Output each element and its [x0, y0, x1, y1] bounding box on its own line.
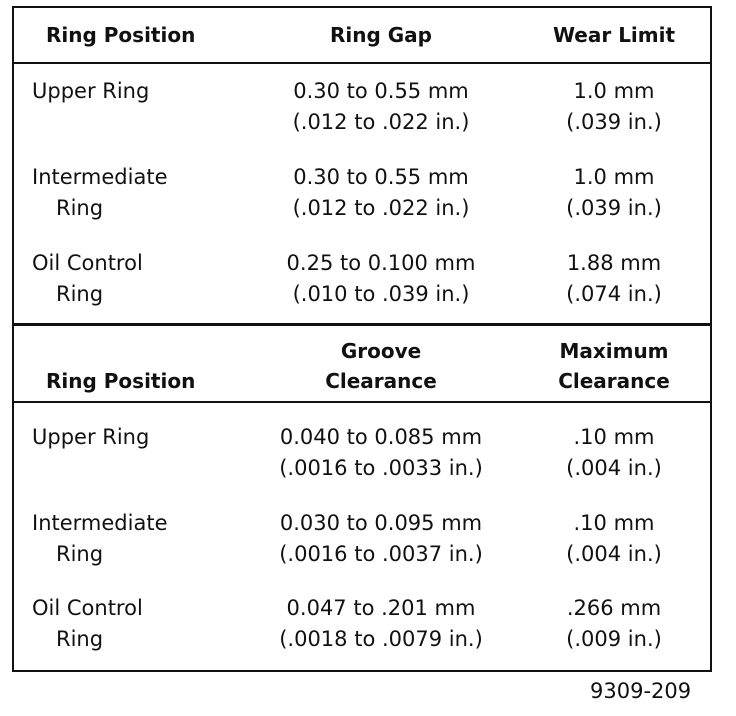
position-line: Oil Control — [32, 596, 143, 620]
t1-row3-position: Oil Control Ring — [32, 248, 252, 310]
t1-row2-position: Intermediate Ring — [32, 162, 252, 224]
t1-row1-ring-gap: 0.30 to 0.55 mm (.012 to .022 in.) — [236, 76, 526, 138]
t2-row1-groove-clearance: 0.040 to 0.085 mm (.0016 to .0033 in.) — [236, 422, 526, 484]
imperial-value: (.010 to .039 in.) — [292, 282, 470, 306]
header-line: Maximum — [559, 339, 669, 363]
t1-header-divider — [14, 62, 710, 64]
metric-value: 0.30 to 0.55 mm — [293, 79, 469, 103]
t2-row2-groove-clearance: 0.030 to 0.095 mm (.0016 to .0037 in.) — [236, 508, 526, 570]
metric-value: 1.88 mm — [566, 251, 662, 275]
metric-value: 0.030 to 0.095 mm — [279, 511, 483, 535]
metric-value: 0.25 to 0.100 mm — [286, 251, 476, 275]
figure-number: 9309-209 — [590, 679, 692, 703]
t1-row2-ring-gap: 0.30 to 0.55 mm (.012 to .022 in.) — [236, 162, 526, 224]
t2-row3-position: Oil Control Ring — [32, 593, 252, 655]
metric-value: 0.047 to .201 mm — [286, 596, 476, 620]
metric-value: 1.0 mm — [573, 165, 655, 189]
t2-header-maximum-clearance: Maximum Clearance — [524, 336, 704, 396]
t1-row3-wear-limit: 1.88 mm (.074 in.) — [524, 248, 704, 310]
imperial-value: (.0016 to .0033 in.) — [279, 456, 483, 480]
t1-header-wear-limit: Wear Limit — [552, 23, 676, 47]
position-line: Intermediate — [32, 511, 168, 535]
t2-header-groove-clearance: Groove Clearance — [236, 336, 526, 396]
metric-value: 0.30 to 0.55 mm — [293, 165, 469, 189]
header-line: Clearance — [558, 369, 670, 393]
t1-row1-wear-limit: 1.0 mm (.039 in.) — [524, 76, 704, 138]
imperial-value: (.039 in.) — [566, 110, 662, 134]
imperial-value: (.039 in.) — [566, 196, 662, 220]
t2-row3-groove-clearance: 0.047 to .201 mm (.0018 to .0079 in.) — [236, 593, 526, 655]
imperial-value: (.004 in.) — [566, 456, 662, 480]
metric-value: .266 mm — [566, 596, 662, 620]
header-line: Clearance — [325, 369, 437, 393]
ring-specs-table: Ring Position Ring Gap Wear Limit Upper … — [12, 6, 712, 672]
t2-row2-position: Intermediate Ring — [32, 508, 252, 570]
position-line: Upper Ring — [32, 79, 150, 103]
imperial-value: (.004 in.) — [566, 542, 662, 566]
t1-row1-position: Upper Ring — [32, 76, 252, 107]
t1-header-ring-gap: Ring Gap — [329, 23, 432, 47]
t2-row3-max-clearance: .266 mm (.009 in.) — [524, 593, 704, 655]
header-line: Ring Position — [46, 369, 196, 393]
header-line: Groove — [340, 339, 422, 363]
t2-header-ring-position: Ring Position — [32, 366, 252, 396]
t2-row1-position: Upper Ring — [32, 422, 252, 453]
t1-row2-wear-limit: 1.0 mm (.039 in.) — [524, 162, 704, 224]
position-line: Ring — [56, 627, 104, 651]
position-line: Ring — [56, 282, 104, 306]
imperial-value: (.0018 to .0079 in.) — [279, 627, 483, 651]
t2-header-divider — [14, 401, 710, 403]
t1-row3-ring-gap: 0.25 to 0.100 mm (.010 to .039 in.) — [236, 248, 526, 310]
position-line: Upper Ring — [32, 425, 150, 449]
position-line: Ring — [56, 542, 104, 566]
metric-value: .10 mm — [573, 511, 655, 535]
position-line: Oil Control — [32, 251, 143, 275]
t2-row2-max-clearance: .10 mm (.004 in.) — [524, 508, 704, 570]
position-line: Ring — [56, 196, 104, 220]
metric-value: 0.040 to 0.085 mm — [279, 425, 483, 449]
t1-header-ring-position: Ring Position — [46, 23, 196, 47]
metric-value: .10 mm — [573, 425, 655, 449]
imperial-value: (.074 in.) — [566, 282, 662, 306]
imperial-value: (.0016 to .0037 in.) — [279, 542, 483, 566]
metric-value: 1.0 mm — [573, 79, 655, 103]
t2-row1-max-clearance: .10 mm (.004 in.) — [524, 422, 704, 484]
position-line: Intermediate — [32, 165, 168, 189]
table-section-divider — [14, 323, 710, 326]
imperial-value: (.009 in.) — [566, 627, 662, 651]
imperial-value: (.012 to .022 in.) — [292, 196, 470, 220]
imperial-value: (.012 to .022 in.) — [292, 110, 470, 134]
